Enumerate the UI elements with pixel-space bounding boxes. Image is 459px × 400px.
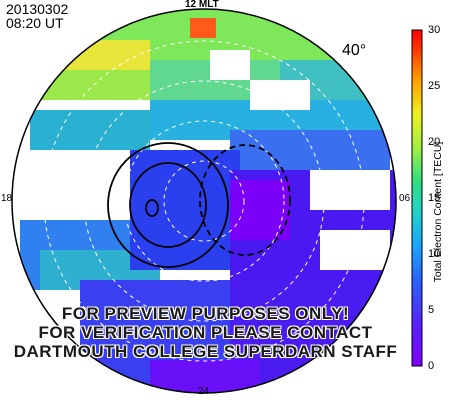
convection-contours — [107, 142, 291, 268]
map-boundary — [11, 8, 397, 394]
time-label: 08:20 UT — [6, 15, 64, 31]
mlt-label-bottom: 24 — [198, 386, 210, 397]
latitude-circles — [43, 40, 365, 362]
mlt-label-left: 18 — [1, 193, 13, 204]
watermark-line: FOR PREVIEW PURPOSES ONLY! — [61, 304, 350, 323]
latitude-label: 40° — [342, 42, 367, 59]
colorbar-tick: 30 — [428, 24, 441, 36]
colorbar-tick: 20 — [428, 136, 441, 148]
colorbar — [411, 29, 423, 367]
watermark-line: DARTMOUTH COLLEGE SUPERDARN STAFF — [13, 342, 398, 361]
watermark-line: FOR VERIFICATION PLEASE CONTACT — [38, 323, 373, 342]
colorbar-tick: 25 — [428, 80, 441, 92]
date-label: 20130302 — [6, 1, 69, 17]
mlt-label-right: 06 — [399, 193, 411, 204]
colorbar-tick: 0 — [428, 360, 435, 372]
mlt-label-top: 12 MLT — [185, 0, 219, 10]
colorbar-tick: 5 — [428, 304, 435, 316]
colorbar-title: Total Electron Content [TECU] — [432, 141, 444, 283]
colorbar-tick: 10 — [428, 248, 441, 260]
colorbar-tick: 15 — [428, 192, 441, 204]
